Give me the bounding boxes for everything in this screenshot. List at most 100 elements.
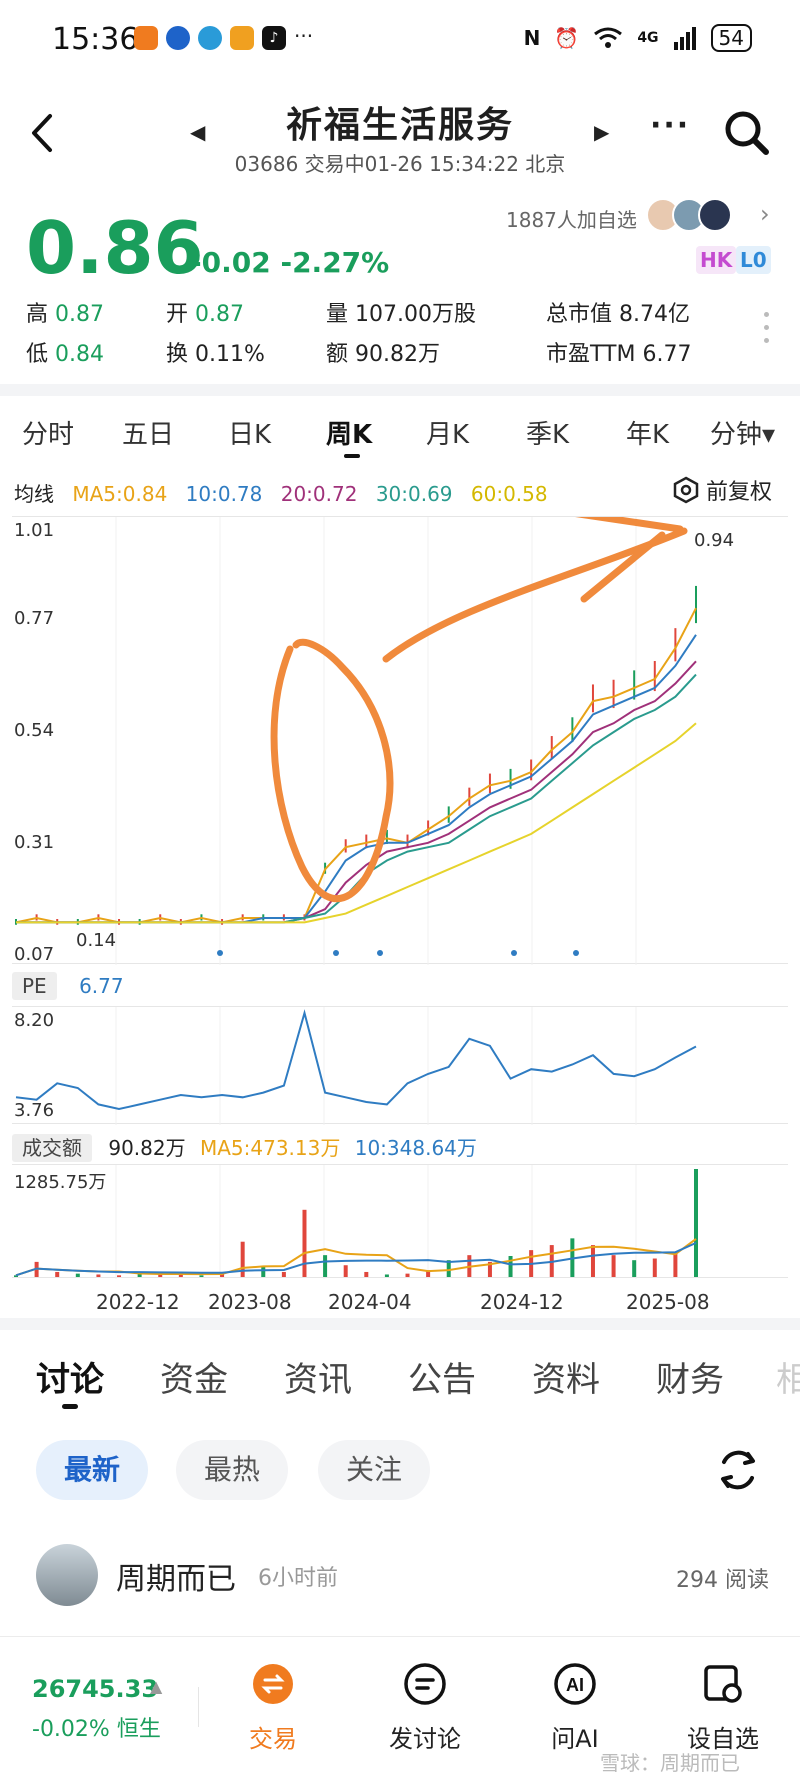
volume-chart[interactable] xyxy=(12,1164,788,1279)
price-chart-svg xyxy=(15,517,697,965)
stock-header: ◀ 祈福生活服务 ▶ 03686 交易中01-26 15:34:22 北京 ··… xyxy=(0,90,800,180)
pe-y-tick-label: 3.76 xyxy=(14,1100,55,1121)
volume-bar xyxy=(364,1271,369,1277)
nav-trade[interactable]: 交易 xyxy=(218,1661,328,1754)
low-price-annotation: 0.14 xyxy=(76,930,117,951)
ai-icon: AI xyxy=(554,1663,596,1705)
annotation-arrow-line xyxy=(382,527,688,663)
adjust-mode-button[interactable]: 前复权 xyxy=(672,474,772,506)
y-tick-label: 0.54 xyxy=(14,720,55,741)
market-tag-level: L0 xyxy=(736,246,771,274)
filter-hottest[interactable]: 最热 xyxy=(176,1440,289,1500)
tab-yearly-k[interactable]: 年K xyxy=(626,420,670,450)
triangle-up-icon: ▲ xyxy=(150,1677,163,1696)
more-notifications-icon: ··· xyxy=(294,24,314,48)
volume-bar xyxy=(14,1275,18,1277)
nav-add-watchlist[interactable]: 设自选 xyxy=(668,1661,778,1754)
event-marker xyxy=(573,950,579,956)
adjust-mode-label: 前复权 xyxy=(706,480,773,505)
expand-stats-icon[interactable] xyxy=(764,312,770,351)
tab-monthly-k[interactable]: 月K xyxy=(426,420,470,450)
tab-news[interactable]: 资讯 xyxy=(284,1360,352,1400)
volume-bar xyxy=(611,1255,616,1277)
app-notification-icon xyxy=(166,26,190,50)
nav-add-watchlist-label: 设自选 xyxy=(687,1725,759,1753)
pe-current-value: 6.77 xyxy=(79,974,124,998)
stat-open: 开 0.87 xyxy=(166,302,244,327)
ma-label: 均线 xyxy=(14,482,54,506)
avatar[interactable] xyxy=(36,1544,98,1606)
volume-bar xyxy=(240,1241,245,1277)
tab-quarterly-k[interactable]: 季K xyxy=(526,420,570,450)
svg-text:AI: AI xyxy=(566,1675,584,1695)
chevron-right-icon[interactable]: › xyxy=(760,200,770,228)
index-change[interactable]: -0.02% 恒生 xyxy=(32,1717,161,1742)
index-value[interactable]: 26745.33 xyxy=(32,1675,159,1703)
prev-stock-icon[interactable]: ◀ xyxy=(190,120,206,144)
x-tick-label: 2024-04 xyxy=(328,1290,412,1314)
next-stock-icon[interactable]: ▶ xyxy=(594,120,610,144)
filter-following[interactable]: 关注 xyxy=(318,1440,431,1500)
post-author[interactable]: 周期而已 xyxy=(116,1562,236,1597)
back-icon[interactable] xyxy=(24,108,64,158)
pe-chart[interactable] xyxy=(12,1006,788,1125)
follower-avatars[interactable] xyxy=(646,198,732,232)
more-menu-button[interactable]: ··· xyxy=(650,108,691,143)
bottom-nav: 26745.33 ▲ -0.02% 恒生 交易 发讨论 AI 问AI 设自选 雪… xyxy=(0,1636,800,1780)
ma20-value: 20:0.72 xyxy=(280,482,358,506)
volume-bar xyxy=(117,1275,122,1277)
volume-bar xyxy=(446,1260,451,1277)
nav-trade-label: 交易 xyxy=(249,1725,297,1753)
discussion-post[interactable]: 周期而已 6小时前 294 阅读 xyxy=(0,1540,800,1620)
tab-profile[interactable]: 资料 xyxy=(532,1360,600,1400)
tab-five-day[interactable]: 五日 xyxy=(122,420,175,450)
volume-bar xyxy=(323,1255,328,1277)
volume-ma-line xyxy=(15,1241,697,1277)
event-marker xyxy=(511,950,517,956)
tab-daily-k[interactable]: 日K xyxy=(228,420,272,450)
tab-financials[interactable]: 财务 xyxy=(656,1360,724,1400)
tab-weekly-k[interactable]: 周K xyxy=(326,420,373,450)
info-tabs: 讨论 资金 资讯 公告 资料 财务 相 xyxy=(0,1340,800,1410)
battery-indicator: 54 xyxy=(710,24,752,52)
tab-announcements[interactable]: 公告 xyxy=(408,1360,476,1400)
ma-series-line xyxy=(15,607,697,924)
volume-bar xyxy=(281,1271,286,1277)
tab-minute-dropdown[interactable]: 分钟▾ xyxy=(710,420,776,450)
volume-bar xyxy=(199,1275,204,1277)
followers-count[interactable]: 1887人加自选 xyxy=(506,208,637,232)
tab-discussion[interactable]: 讨论 xyxy=(36,1360,104,1400)
volume-bar xyxy=(158,1274,163,1277)
stat-market-cap: 总市值 8.74亿 xyxy=(546,302,691,327)
tab-more[interactable]: 相 xyxy=(776,1360,800,1400)
stat-volume: 量 107.00万股 xyxy=(326,302,476,327)
stat-amount: 额 90.82万 xyxy=(326,342,440,367)
market-tag-hk: HK xyxy=(696,246,737,274)
volume-bar xyxy=(178,1273,183,1277)
tab-timeshare[interactable]: 分时 xyxy=(22,420,75,450)
volume-bar xyxy=(590,1245,595,1277)
watchlist-icon xyxy=(704,1665,742,1703)
annotation-circle xyxy=(270,638,394,902)
kline-period-tabs: 分时 五日 日K 周K 月K 季K 年K 分钟▾ xyxy=(0,404,800,464)
search-icon[interactable] xyxy=(722,108,772,158)
nav-post-label: 发讨论 xyxy=(389,1725,461,1753)
refresh-icon[interactable] xyxy=(712,1444,764,1496)
price-chart[interactable] xyxy=(12,516,788,965)
nav-ask-ai[interactable]: AI 问AI xyxy=(520,1661,630,1754)
status-app-icons: ♪ ··· xyxy=(134,26,313,50)
nfc-icon: N xyxy=(523,26,541,50)
nav-post[interactable]: 发讨论 xyxy=(370,1661,480,1754)
app-notification-icon xyxy=(134,26,158,50)
pe-line xyxy=(15,1009,697,1111)
volume-ma10-value: 10:348.64万 xyxy=(354,1136,477,1160)
section-divider xyxy=(0,384,800,396)
volume-bar xyxy=(302,1209,307,1277)
volume-ma5-value: MA5:473.13万 xyxy=(199,1136,341,1160)
tiktok-icon: ♪ xyxy=(262,26,286,50)
tab-funds[interactable]: 资金 xyxy=(160,1360,228,1400)
filter-latest[interactable]: 最新 xyxy=(36,1440,149,1500)
network-label: 4G xyxy=(637,30,659,46)
status-bar: 15:36 ♪ ··· N ⏰ 4G 54 xyxy=(0,0,800,80)
pe-tag: PE xyxy=(12,972,57,1000)
